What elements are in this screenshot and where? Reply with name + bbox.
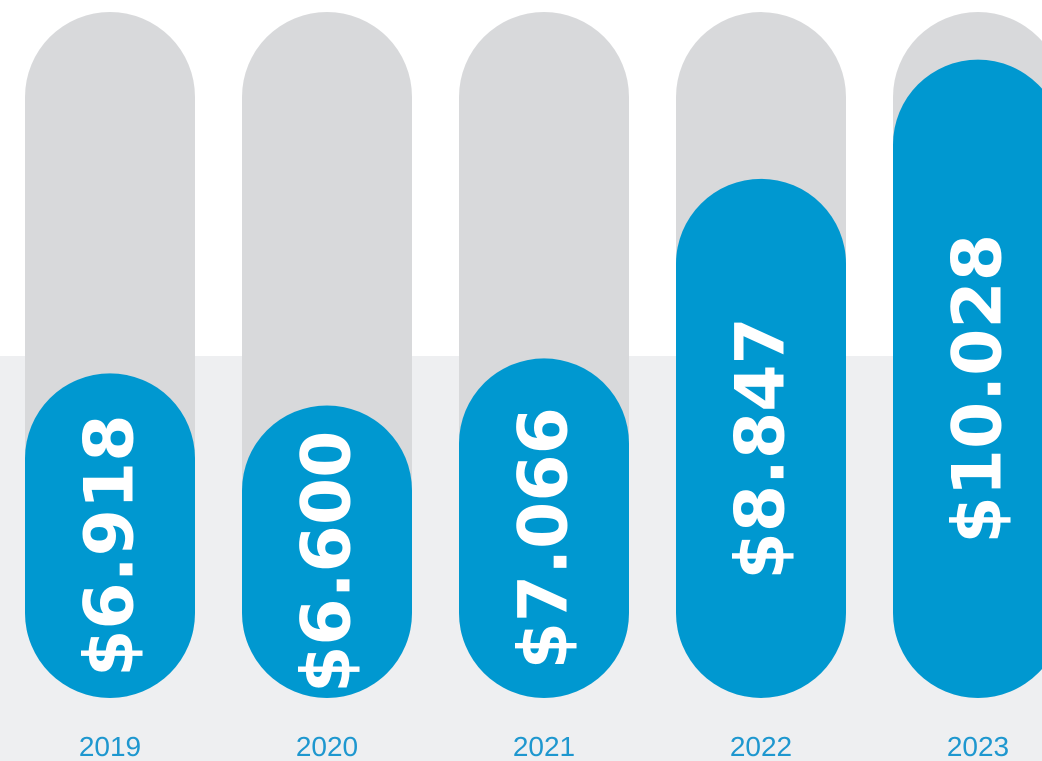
value-label-2023: $10.028 [939, 234, 1018, 544]
bar-2023 [893, 59, 1042, 698]
category-label-2020: 2020 [296, 731, 358, 761]
value-label-2021: $7.066 [505, 407, 584, 669]
bar-2019 [25, 373, 195, 698]
value-label-2019: $6.918 [71, 414, 150, 676]
bar-2020 [242, 405, 412, 698]
bar-2021 [459, 358, 629, 698]
value-labels: $6.918 $6.600 $7.066 $8.847 $10.028 [71, 234, 1018, 693]
category-labels: 2019 2020 2021 2022 2023 [79, 731, 1009, 761]
category-label-2023: 2023 [947, 731, 1009, 761]
value-label-2020: $6.600 [288, 431, 367, 693]
value-label-2022: $8.847 [722, 317, 801, 579]
category-label-2022: 2022 [730, 731, 792, 761]
category-label-2019: 2019 [79, 731, 141, 761]
category-label-2021: 2021 [513, 731, 575, 761]
bars [25, 59, 1042, 698]
bar-2022 [676, 178, 846, 698]
